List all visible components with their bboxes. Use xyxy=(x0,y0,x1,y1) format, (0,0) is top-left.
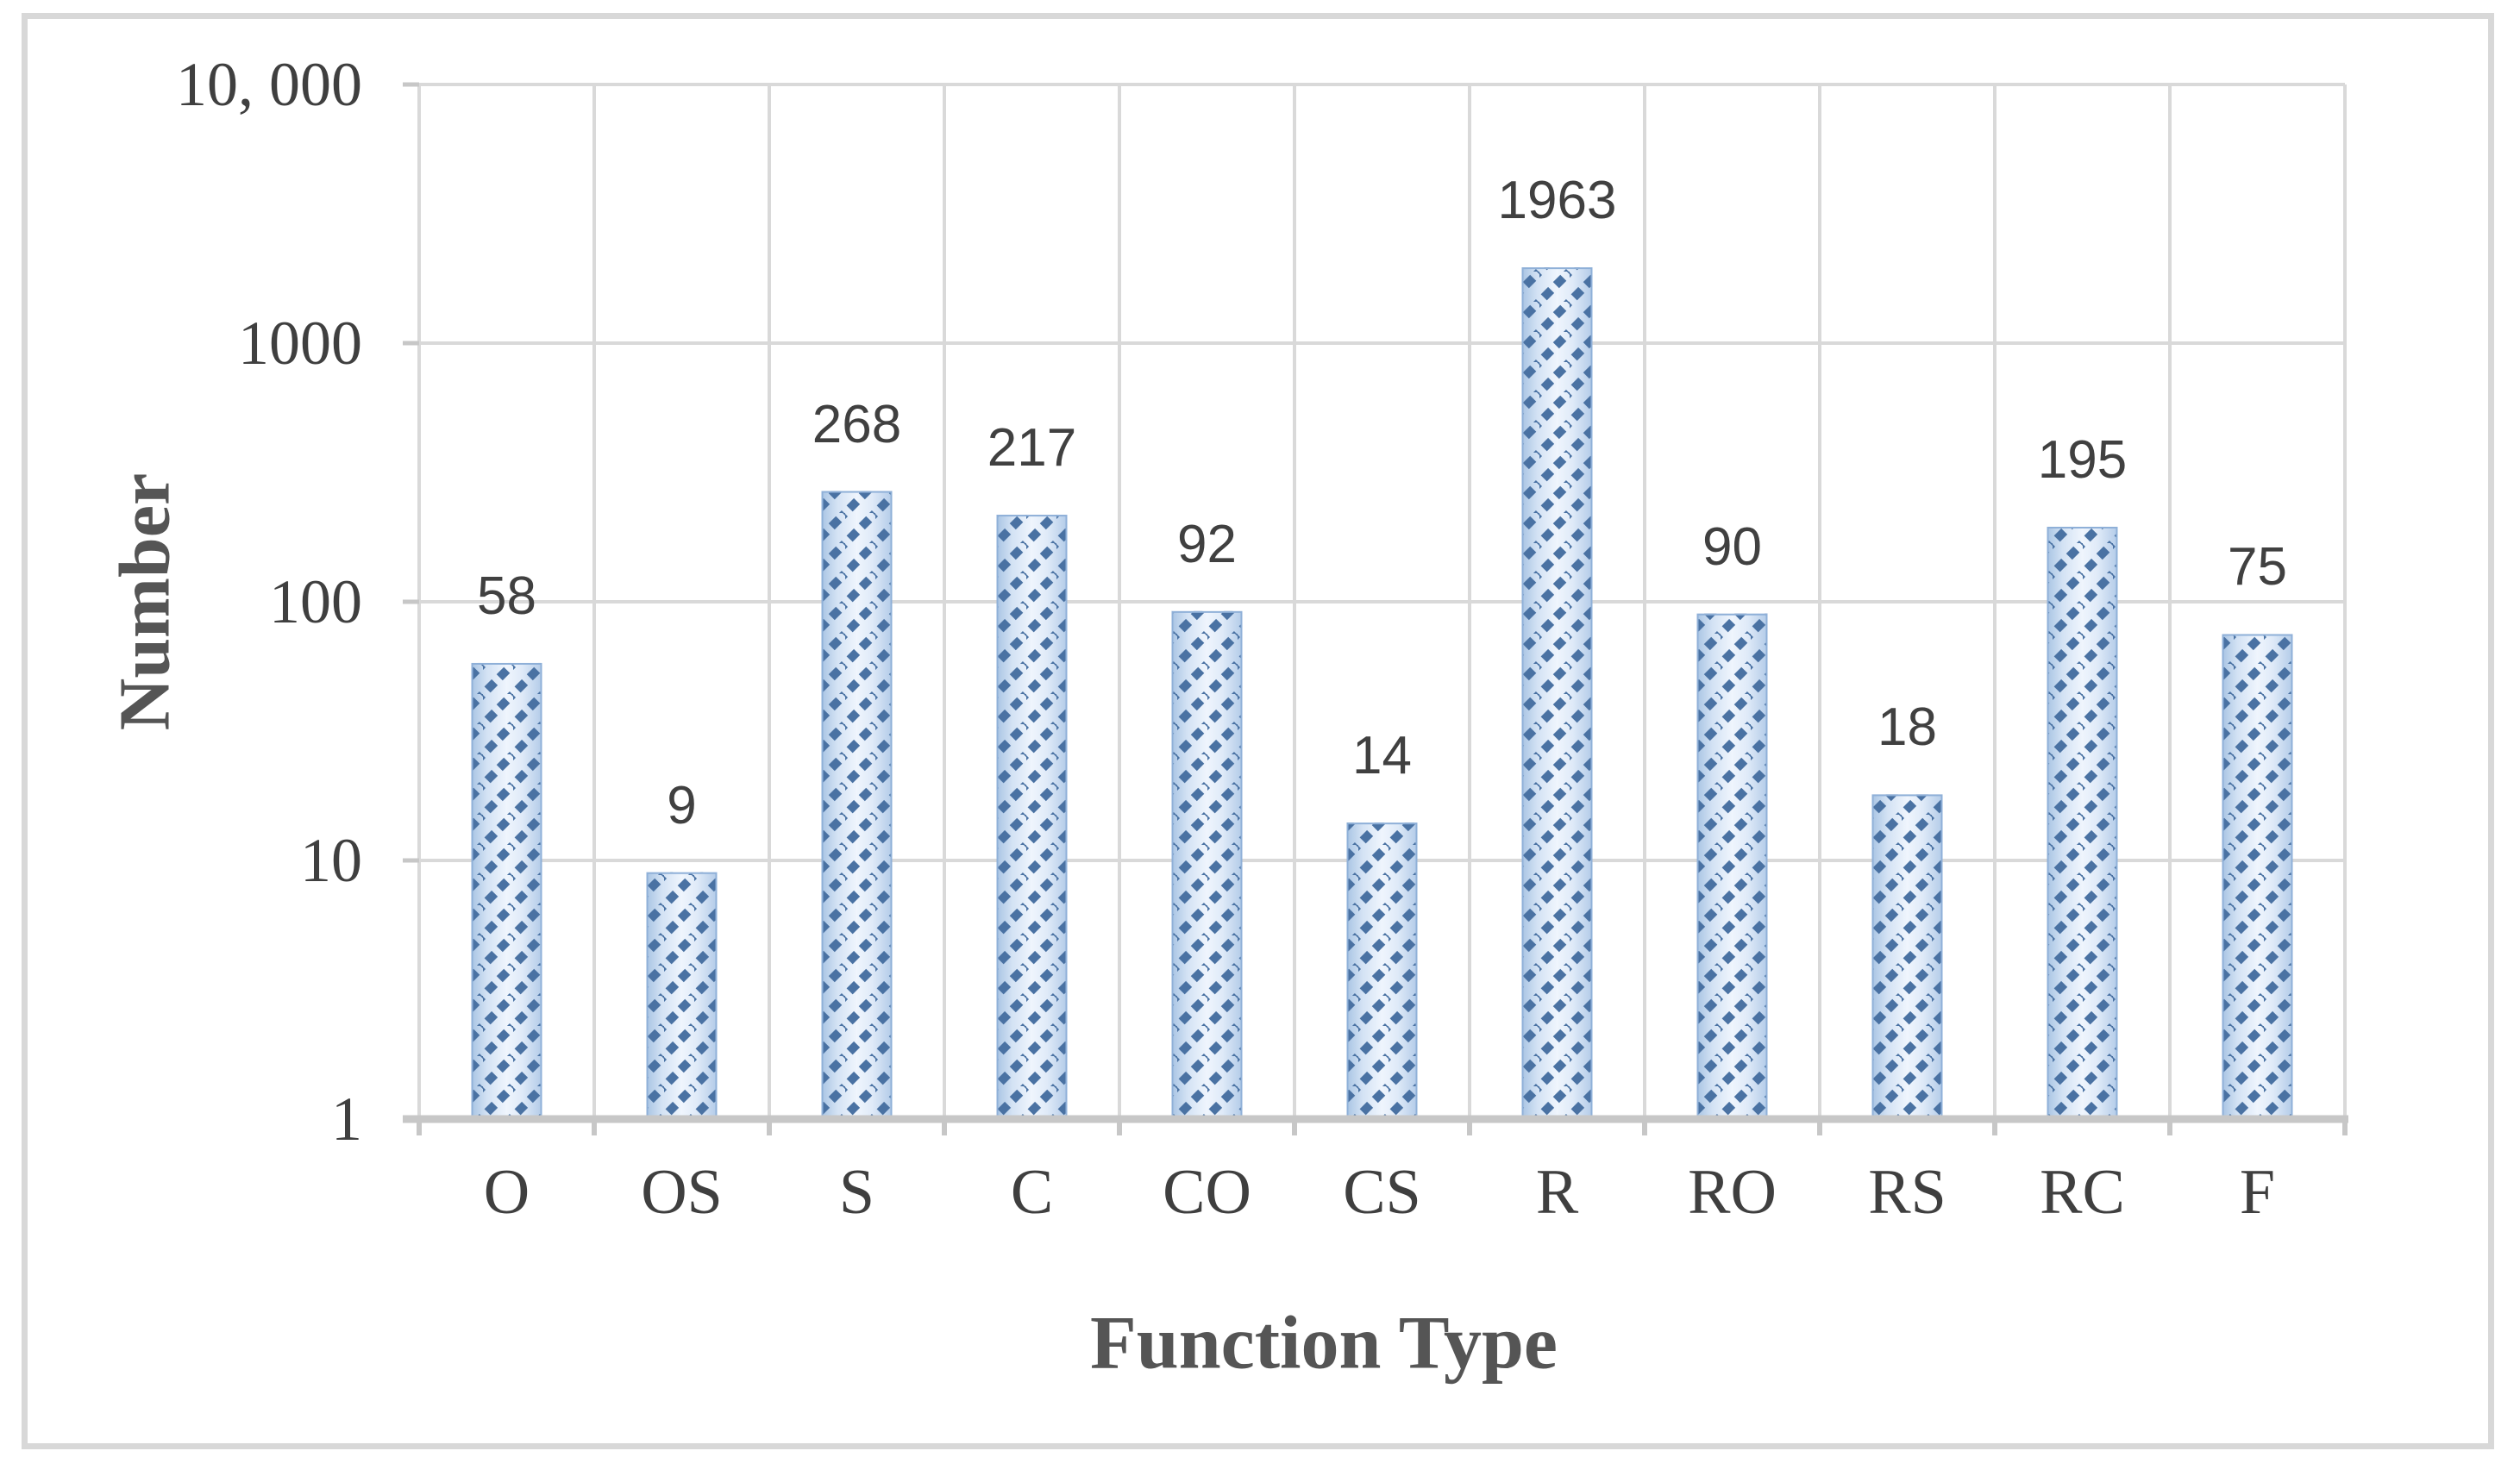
x-tick-label-CS: CS xyxy=(1343,1157,1421,1228)
bar-hatch-S xyxy=(821,491,893,1119)
bar-hatch-RC xyxy=(2047,526,2118,1119)
x-axis-title: Function Type xyxy=(1090,1301,1558,1385)
bar-hatch-RO xyxy=(1696,613,1768,1119)
axis-group xyxy=(403,1115,2348,1135)
bar-hatch-CO xyxy=(1171,610,1243,1119)
bar-hatch-OS xyxy=(646,872,718,1119)
bar-label-O: 58 xyxy=(477,566,536,626)
bar-hatch-O xyxy=(471,662,542,1119)
x-tick-label-C: C xyxy=(1010,1157,1054,1228)
bar-hatch-C xyxy=(996,515,1068,1119)
x-tick-label-CO: CO xyxy=(1163,1157,1251,1228)
bar-label-RS: 18 xyxy=(1877,697,1937,758)
x-tick-label-F: F xyxy=(2239,1157,2276,1228)
x-tick-label-O: O xyxy=(483,1157,530,1228)
bar-label-RC: 195 xyxy=(2037,429,2128,490)
bars-group xyxy=(471,267,2293,1120)
bar-label-F: 75 xyxy=(2228,537,2287,597)
y-tick-label-1000: 1000 xyxy=(238,309,362,378)
bar-hatch-F xyxy=(2222,634,2293,1119)
bar-label-C: 217 xyxy=(987,418,1077,478)
y-tick-label-1: 1 xyxy=(331,1085,362,1154)
bar-label-OS: 9 xyxy=(667,775,697,835)
x-tick-label-RS: RS xyxy=(1868,1157,1946,1228)
y-tick-label-100: 100 xyxy=(269,567,362,636)
x-tick-label-RO: RO xyxy=(1688,1157,1777,1228)
x-tick-label-S: S xyxy=(838,1157,875,1228)
x-tick-label-OS: OS xyxy=(641,1157,723,1228)
bar-label-S: 268 xyxy=(812,394,902,454)
bar-hatch-CS xyxy=(1346,822,1418,1119)
y-tick-label-10: 10 xyxy=(300,826,362,895)
bar-hatch-RS xyxy=(1871,794,1943,1119)
x-tick-label-R: R xyxy=(1535,1157,1579,1228)
bar-label-CS: 14 xyxy=(1352,726,1412,786)
x-tick-label-RC: RC xyxy=(2040,1157,2125,1228)
bar-hatch-R xyxy=(1521,267,1593,1119)
bar-label-RO: 90 xyxy=(1702,516,1762,577)
figure-border xyxy=(22,13,2494,1449)
bar-label-R: 1963 xyxy=(1497,171,1617,231)
bar-label-CO: 92 xyxy=(1177,514,1237,574)
y-axis-title: Number xyxy=(104,472,185,731)
y-tick-label-10000: 10, 000 xyxy=(176,50,362,119)
